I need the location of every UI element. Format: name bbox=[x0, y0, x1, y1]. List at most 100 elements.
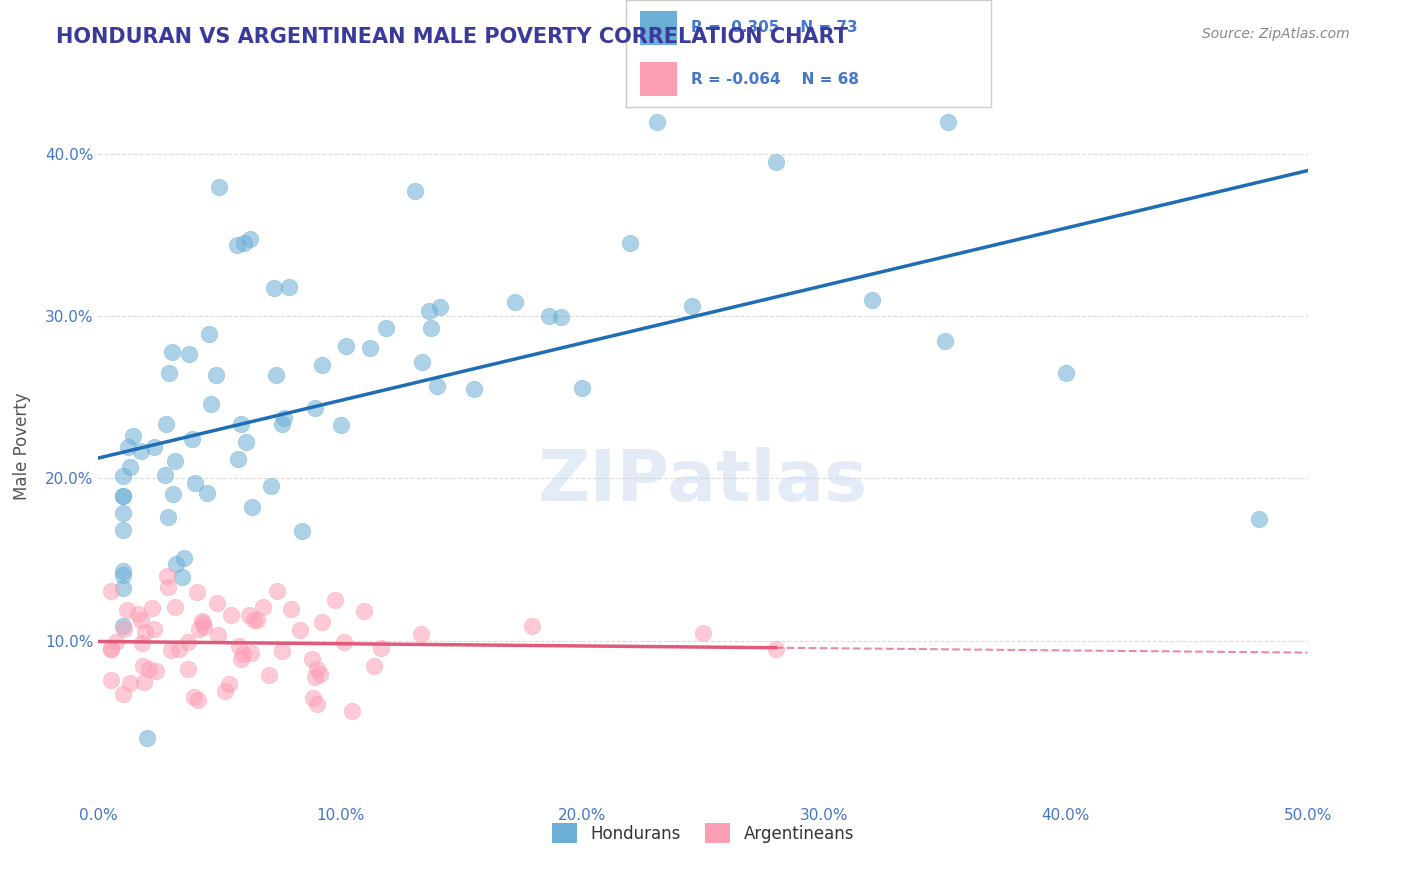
Point bbox=[363, 658, 385, 673]
Point bbox=[311, 615, 333, 629]
Point bbox=[226, 452, 249, 467]
Point bbox=[375, 321, 398, 335]
Point bbox=[291, 524, 314, 539]
Point bbox=[231, 651, 253, 665]
Point bbox=[112, 688, 135, 702]
Point bbox=[111, 568, 134, 582]
Point bbox=[191, 615, 214, 630]
Point bbox=[208, 179, 231, 194]
Point bbox=[193, 620, 215, 634]
Point bbox=[692, 625, 714, 640]
Point bbox=[117, 440, 139, 454]
Point bbox=[186, 584, 208, 599]
Point bbox=[160, 643, 183, 657]
Point bbox=[115, 603, 138, 617]
Point bbox=[765, 641, 787, 656]
Point bbox=[271, 644, 294, 658]
Point bbox=[301, 651, 323, 665]
Point bbox=[418, 304, 440, 318]
Point bbox=[207, 628, 229, 642]
Point bbox=[307, 662, 329, 676]
Point bbox=[160, 345, 183, 359]
Point bbox=[333, 635, 356, 649]
Point bbox=[173, 550, 195, 565]
Point bbox=[191, 614, 214, 628]
Point bbox=[257, 668, 280, 682]
Point bbox=[463, 382, 485, 396]
Point bbox=[134, 625, 156, 640]
Point bbox=[219, 608, 242, 623]
Text: R = -0.064    N = 68: R = -0.064 N = 68 bbox=[692, 71, 859, 87]
Point bbox=[550, 310, 572, 325]
Point bbox=[129, 613, 152, 627]
Point bbox=[263, 281, 285, 295]
Text: HONDURAN VS ARGENTINEAN MALE POVERTY CORRELATION CHART: HONDURAN VS ARGENTINEAN MALE POVERTY COR… bbox=[56, 27, 848, 46]
Y-axis label: Male Poverty: Male Poverty bbox=[13, 392, 31, 500]
Point bbox=[228, 639, 250, 653]
Point bbox=[188, 623, 211, 637]
Point bbox=[936, 114, 959, 128]
Point bbox=[138, 662, 160, 676]
Point bbox=[290, 623, 312, 637]
Point bbox=[246, 613, 269, 627]
Point bbox=[340, 704, 363, 718]
Point bbox=[100, 584, 122, 599]
Point bbox=[335, 339, 357, 353]
Point bbox=[404, 185, 426, 199]
Point bbox=[100, 673, 122, 687]
Point bbox=[934, 334, 956, 348]
Point bbox=[111, 523, 134, 537]
Point bbox=[187, 693, 209, 707]
Point bbox=[141, 601, 163, 615]
Point bbox=[132, 675, 155, 690]
Point bbox=[619, 236, 641, 251]
Point bbox=[145, 664, 167, 678]
Point bbox=[163, 600, 186, 615]
Point bbox=[239, 231, 262, 245]
Point bbox=[118, 676, 141, 690]
Point bbox=[195, 485, 218, 500]
Point bbox=[135, 731, 157, 745]
Point bbox=[184, 476, 207, 491]
Point bbox=[127, 607, 149, 622]
Point bbox=[860, 293, 883, 307]
Point bbox=[156, 510, 179, 524]
Point bbox=[131, 636, 153, 650]
Point bbox=[232, 236, 254, 251]
Point bbox=[409, 627, 432, 641]
Point bbox=[205, 368, 228, 383]
Point bbox=[214, 684, 236, 698]
Text: Source: ZipAtlas.com: Source: ZipAtlas.com bbox=[1202, 27, 1350, 41]
Point bbox=[503, 294, 526, 309]
Point bbox=[260, 479, 283, 493]
Point bbox=[111, 489, 134, 503]
Bar bbox=[640, 62, 676, 96]
Point bbox=[311, 359, 333, 373]
Point bbox=[232, 648, 254, 662]
Point bbox=[429, 300, 451, 314]
Point bbox=[270, 417, 292, 432]
Point bbox=[538, 310, 561, 324]
Point bbox=[522, 619, 544, 633]
Point bbox=[155, 417, 177, 431]
Point bbox=[122, 429, 145, 443]
Point bbox=[156, 568, 179, 582]
Point bbox=[156, 580, 179, 594]
Point bbox=[100, 642, 122, 657]
Text: R =  0.305    N = 73: R = 0.305 N = 73 bbox=[692, 21, 858, 36]
Point bbox=[218, 677, 240, 691]
Point bbox=[105, 635, 128, 649]
Point bbox=[120, 460, 142, 475]
Point bbox=[162, 486, 184, 500]
Point bbox=[264, 368, 287, 382]
Point bbox=[200, 397, 222, 411]
Point bbox=[280, 601, 302, 615]
Text: ZIPatlas: ZIPatlas bbox=[538, 447, 868, 516]
Point bbox=[229, 417, 252, 431]
Point bbox=[132, 659, 155, 673]
Point bbox=[240, 646, 263, 660]
Point bbox=[153, 468, 176, 483]
Point bbox=[1054, 366, 1077, 380]
Point bbox=[1249, 512, 1271, 526]
Point bbox=[304, 401, 326, 416]
